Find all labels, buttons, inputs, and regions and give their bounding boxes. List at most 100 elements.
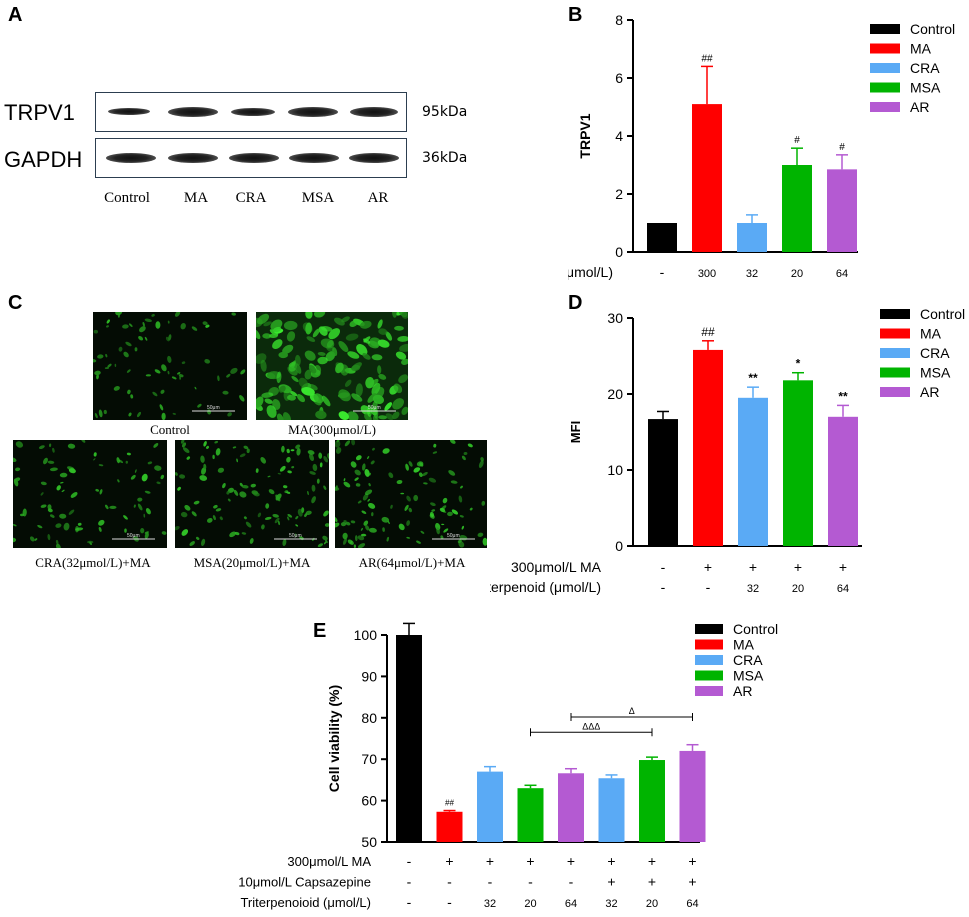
- legend-label-control: Control: [920, 306, 965, 322]
- condition-value: +: [486, 853, 494, 869]
- y-tick-label: 0: [615, 538, 623, 554]
- blot-row-label-gapdh: GAPDH: [4, 147, 83, 172]
- condition-value: +: [839, 559, 847, 575]
- condition-value: 20: [646, 898, 658, 910]
- significance-label: *: [796, 357, 801, 371]
- micrograph-ma: 50μm: [256, 312, 408, 420]
- condition-value: +: [607, 853, 615, 869]
- y-tick-label: 50: [361, 834, 377, 850]
- bar-control: [647, 223, 677, 252]
- comparison-label: ΔΔΔ: [582, 721, 600, 731]
- kda-gapdh: 36kDa: [422, 150, 468, 166]
- band-trpv1-ar: [350, 107, 398, 117]
- scale-bar-label: 50μm: [447, 533, 460, 539]
- y-tick-label: 4: [615, 128, 623, 144]
- blot-row-label-trpv1: TRPV1: [4, 100, 75, 125]
- condition-value: +: [704, 559, 712, 575]
- micrograph-cra-ma: 50μm: [13, 440, 167, 548]
- bar-ar: [558, 773, 584, 842]
- band-trpv1-control: [108, 108, 150, 115]
- y-tick-label: 6: [615, 70, 623, 86]
- y-axis-label: MFI: [568, 421, 583, 443]
- condition-value: +: [749, 559, 757, 575]
- band-trpv1-ma: [168, 107, 218, 117]
- y-axis-label: TRPV1: [577, 113, 593, 158]
- legend-label-ar: AR: [910, 99, 929, 115]
- panel-letter-c: C: [8, 292, 23, 314]
- legend-label-ma: MA: [733, 637, 755, 653]
- bar-msa: [783, 380, 813, 546]
- condition-value: +: [526, 853, 534, 869]
- y-tick-label: 70: [361, 751, 377, 767]
- micrograph-caption-ma: MA(300μmol/L): [288, 422, 376, 437]
- bar-cra: [477, 771, 503, 842]
- y-tick-label: 20: [607, 386, 623, 402]
- condition-value: 20: [791, 268, 803, 280]
- legend-label-msa: MSA: [910, 80, 941, 96]
- condition-value: 20: [792, 583, 804, 595]
- micrograph-msa-ma: 50μm: [175, 440, 329, 548]
- bar-cra: [598, 778, 625, 842]
- micrograph-caption-ar: AR(64μmol/L)+MA: [358, 555, 466, 570]
- legend-label-ma: MA: [920, 326, 942, 342]
- legend-label-cra: CRA: [910, 60, 940, 76]
- legend-swatch-msa: [695, 670, 723, 681]
- condition-value: -: [488, 874, 493, 890]
- comparison-label: Δ: [629, 706, 635, 716]
- condition-value: 64: [837, 583, 849, 595]
- y-tick-label: 8: [615, 12, 623, 28]
- y-tick-label: 2: [615, 186, 623, 202]
- condition-value: -: [528, 874, 533, 890]
- y-tick-label: 10: [607, 462, 623, 478]
- legend-label-ar: AR: [920, 384, 939, 400]
- micrograph-image: 50μm: [175, 440, 329, 548]
- legend-swatch-ma: [695, 639, 723, 650]
- condition-row-label: c (μmol/L): [568, 264, 613, 280]
- legend-label-ar: AR: [733, 683, 752, 699]
- legend-swatch-ma: [880, 328, 910, 339]
- micrograph-caption-msa: MSA(20μmol/L)+MA: [193, 555, 311, 570]
- y-axis-label: Cell viability (%): [326, 685, 342, 792]
- condition-value: +: [648, 853, 656, 869]
- micrograph-image: 50μm: [13, 440, 167, 548]
- condition-value: -: [407, 894, 412, 910]
- condition-row-label: Triterpenoid (μmol/L): [490, 579, 601, 595]
- legend-label-ma: MA: [910, 41, 932, 57]
- condition-row-label: 300μmol/L MA: [511, 559, 602, 575]
- micrograph-ar-ma: 50μm: [335, 440, 487, 548]
- significance-label: ##: [701, 325, 715, 339]
- legend-label-control: Control: [733, 621, 778, 637]
- panel-letter-a: A: [8, 4, 23, 26]
- bar-msa: [517, 788, 544, 842]
- condition-value: 64: [686, 898, 698, 910]
- lane-label-cra: CRA: [235, 190, 267, 206]
- legend-swatch-cra: [880, 348, 910, 358]
- condition-value: -: [407, 853, 412, 869]
- band-gapdh-ma: [168, 153, 218, 163]
- bar-msa: [639, 760, 665, 842]
- condition-row-label: 10μmol/L Capsazepine: [238, 875, 371, 890]
- lane-label-control: Control: [104, 190, 150, 206]
- condition-value: -: [661, 559, 666, 575]
- blot-box-trpv1: [95, 92, 407, 132]
- legend-swatch-cra: [695, 655, 723, 665]
- significance-label: ##: [701, 53, 713, 64]
- legend-swatch-control: [870, 24, 900, 34]
- scale-bar-label: 50μm: [289, 533, 302, 539]
- y-tick-label: 30: [607, 310, 623, 326]
- condition-value: +: [607, 874, 615, 890]
- bar-ma: [692, 104, 722, 252]
- bar-ar: [679, 750, 706, 842]
- micrograph-control: 50μm: [93, 312, 247, 420]
- band-trpv1-msa: [288, 107, 338, 117]
- condition-row-label: Triterpenoioid (μmol/L): [240, 895, 371, 910]
- y-tick-label: 0: [615, 244, 623, 260]
- band-trpv1-cra: [231, 108, 275, 116]
- condition-value: -: [447, 894, 452, 910]
- blot-box-gapdh: [95, 138, 407, 178]
- legend-swatch-ar: [870, 102, 900, 112]
- legend-label-msa: MSA: [920, 365, 951, 381]
- condition-value: +: [648, 874, 656, 890]
